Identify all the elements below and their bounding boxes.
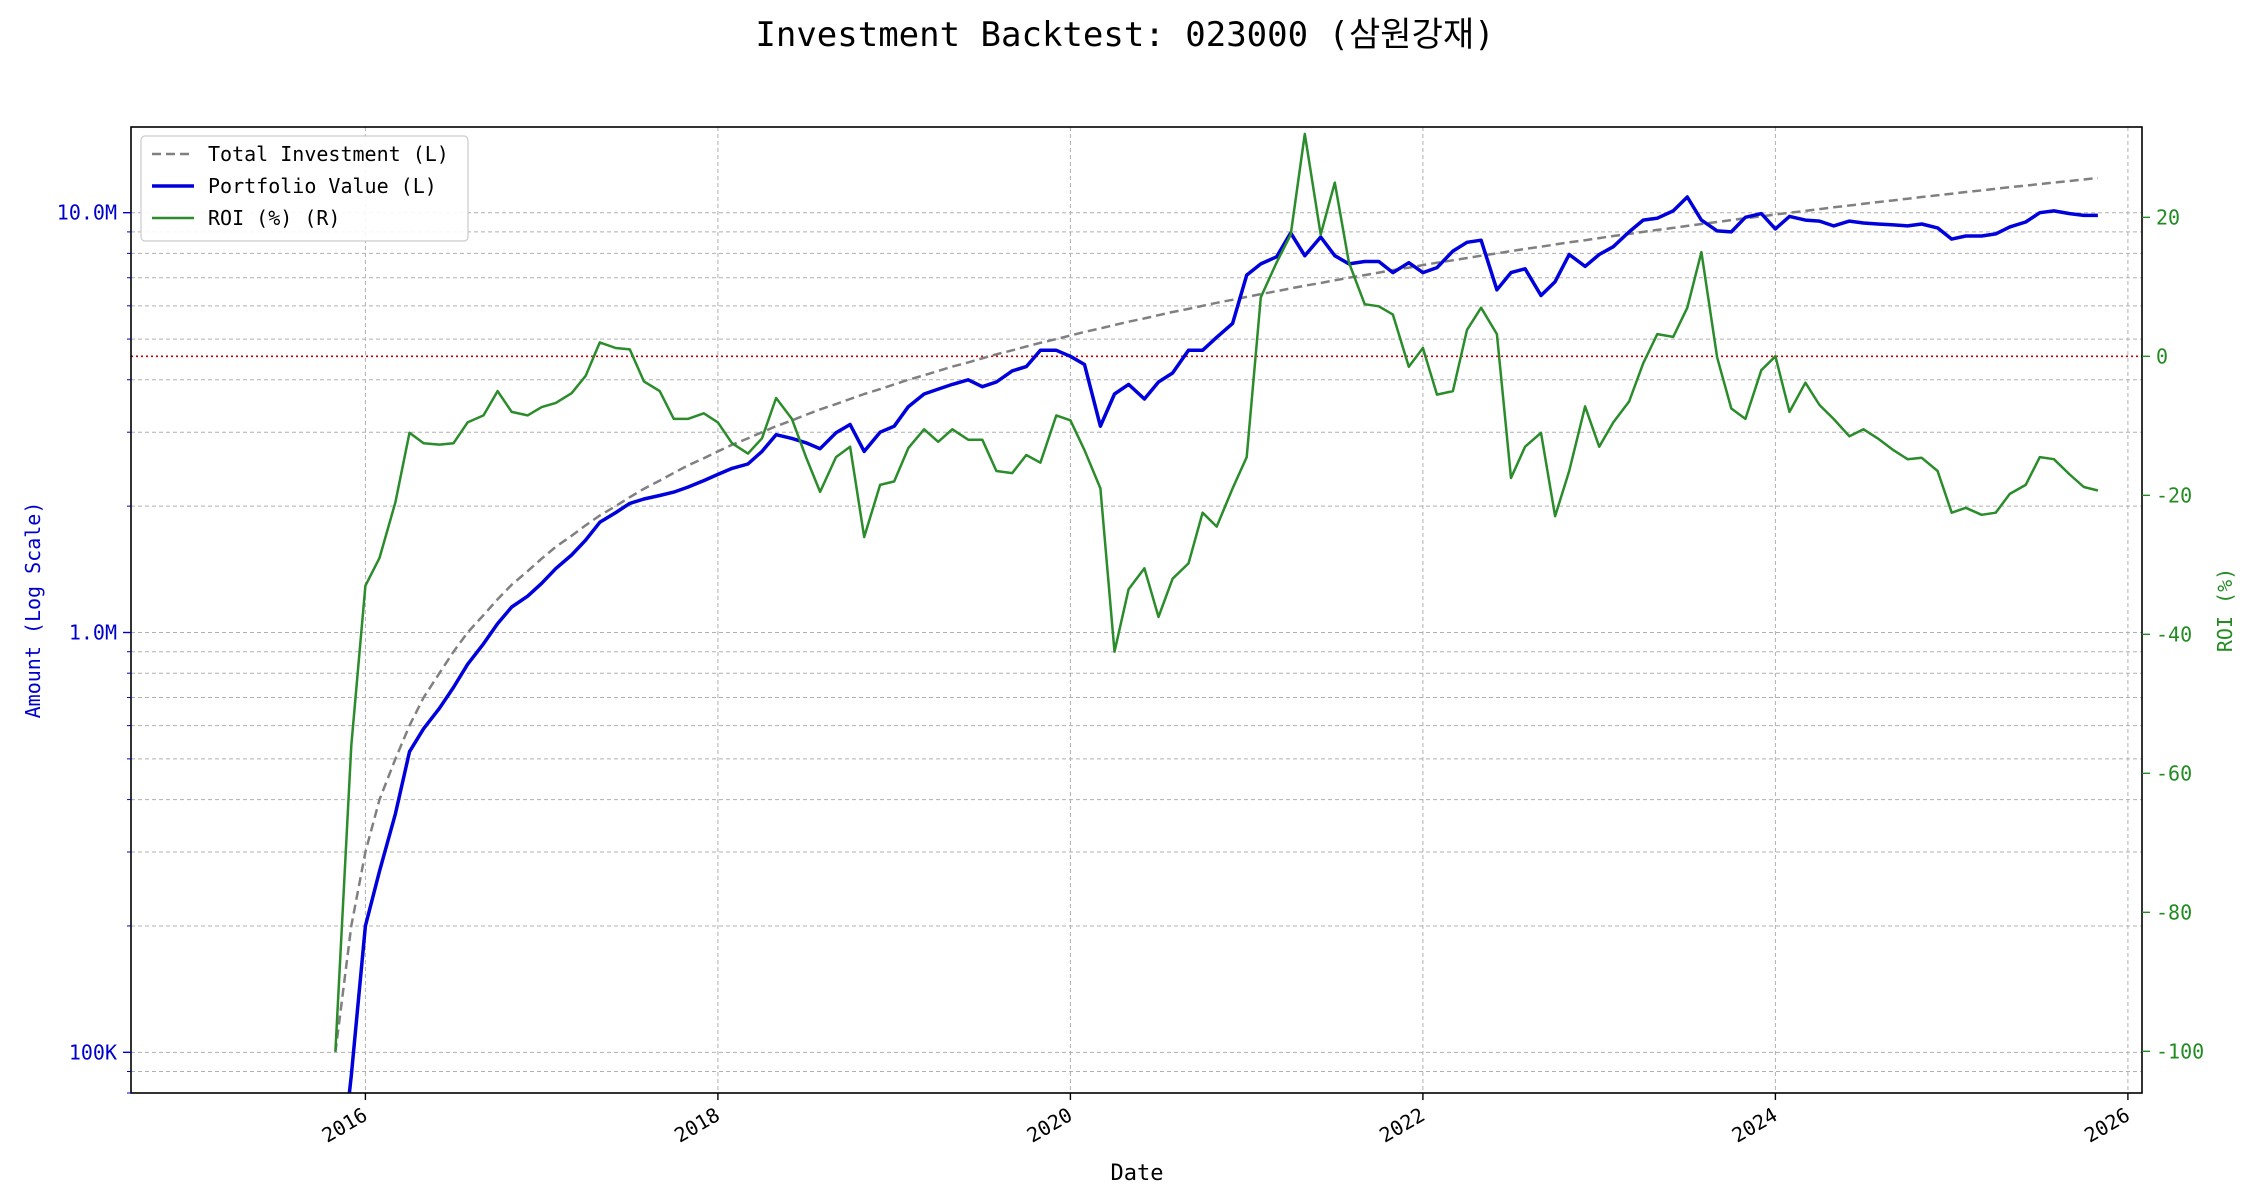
x-axis-label: Date: [1111, 1161, 1164, 1186]
x-tick-label-2016: 2016: [318, 1103, 372, 1148]
legend: Total Investment (L) Portfolio Value (L)…: [140, 135, 469, 242]
right-tick-label--20: -20: [2156, 483, 2192, 507]
left-axis-ticks: 100K 1.0M 10.0M: [57, 201, 131, 1094]
x-tick-label-2022: 2022: [1375, 1103, 1429, 1148]
left-axis-label: Amount (Log Scale): [21, 502, 45, 719]
x-tick-label-2024: 2024: [1728, 1103, 1782, 1148]
right-tick-label--60: -60: [2156, 761, 2192, 785]
left-tick-label-100K: 100K: [69, 1040, 117, 1064]
right-tick-label-20: 20: [2156, 205, 2180, 229]
right-tick-label-0: 0: [2156, 344, 2168, 368]
right-axis-label: ROI (%): [2213, 568, 2237, 652]
grid-lines: [131, 127, 2142, 1094]
x-tick-label-2018: 2018: [670, 1103, 724, 1148]
x-tick-label-2026: 2026: [2080, 1103, 2134, 1148]
right-tick-label--100: -100: [2156, 1039, 2204, 1063]
roi-line: [334, 132, 2099, 1052]
legend-box: [140, 135, 469, 242]
right-axis-ticks: -100 -80 -60 -40 -20 0 20: [2142, 205, 2204, 1063]
legend-label-roi: ROI (%) (R): [208, 206, 340, 230]
left-tick-label-1.0M: 1.0M: [69, 621, 117, 645]
x-axis-ticks: 2016 2018 2020 2022 2024 2026: [318, 1093, 2134, 1147]
plot-frame: [130, 126, 2143, 1094]
legend-label-portfolio: Portfolio Value (L): [208, 174, 437, 198]
right-tick-label--80: -80: [2156, 900, 2192, 924]
total-investment-line: [334, 176, 2099, 1053]
chart-title: Investment Backtest: 023000 (삼원강재): [755, 15, 1494, 55]
series-lines: [334, 132, 2099, 1093]
x-tick-label-2020: 2020: [1023, 1103, 1077, 1148]
portfolio-value-line: [347, 195, 2098, 1093]
right-tick-label--40: -40: [2156, 622, 2192, 646]
legend-label-investment: Total Investment (L): [208, 142, 449, 166]
left-tick-label-10.0M: 10.0M: [57, 201, 117, 225]
